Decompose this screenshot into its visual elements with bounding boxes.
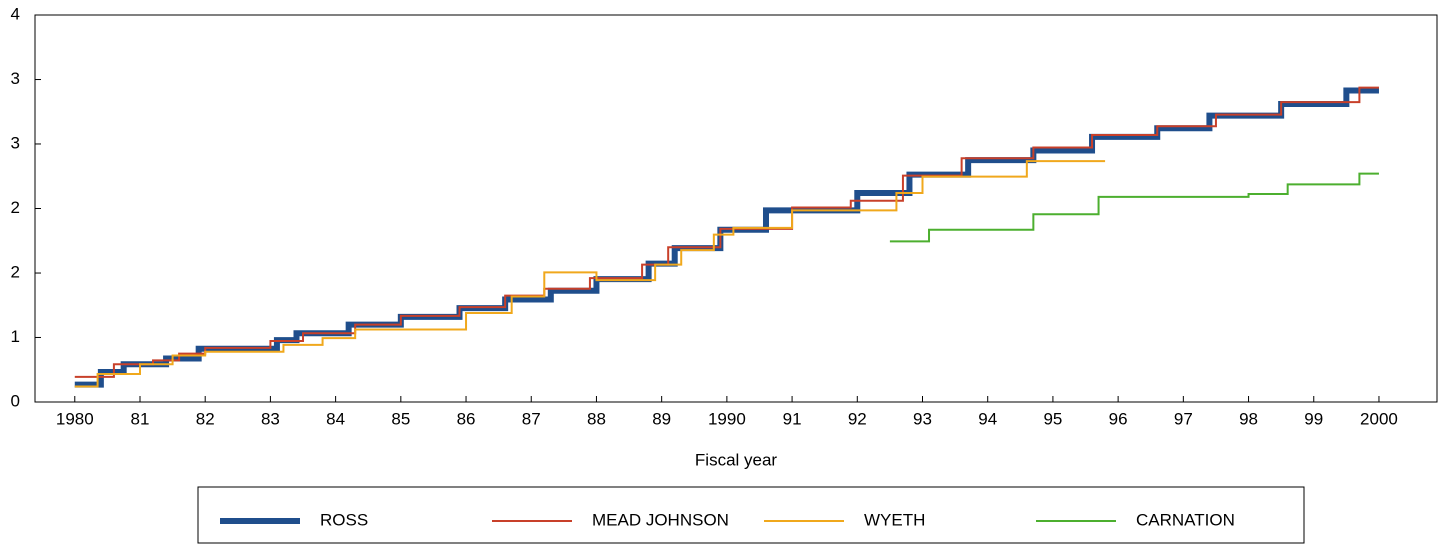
x-tick-label: 1990 <box>708 409 746 428</box>
x-tick-label: 83 <box>261 409 280 428</box>
x-tick-label: 1980 <box>56 409 94 428</box>
y-tick-label: 4 <box>11 4 20 23</box>
x-tick-label: 85 <box>391 409 410 428</box>
x-tick-label: 88 <box>587 409 606 428</box>
legend-label: WYETH <box>864 510 925 529</box>
y-tick-label: 3 <box>11 69 20 88</box>
legend-label: CARNATION <box>1136 510 1235 529</box>
x-tick-label: 2000 <box>1360 409 1398 428</box>
x-tick-label: 89 <box>652 409 671 428</box>
series-line <box>74 160 1106 388</box>
plot-frame <box>34 14 1438 403</box>
y-tick-label: 3 <box>11 133 20 152</box>
x-tick-label: 95 <box>1043 409 1062 428</box>
x-tick-label: 81 <box>131 409 150 428</box>
legend-label: MEAD JOHNSON <box>592 510 729 529</box>
x-axis-label: Fiscal year <box>695 450 778 469</box>
x-tick-label: 97 <box>1174 409 1193 428</box>
x-tick-label: 96 <box>1109 409 1128 428</box>
y-tick-label: 2 <box>11 198 20 217</box>
y-tick-label: 0 <box>11 391 20 410</box>
x-tick-label: 91 <box>783 409 802 428</box>
x-tick-label: 93 <box>913 409 932 428</box>
x-tick-label: 87 <box>522 409 541 428</box>
x-tick-label: 84 <box>326 409 345 428</box>
series-line <box>889 172 1379 243</box>
x-tick-label: 92 <box>848 409 867 428</box>
legend-label: ROSS <box>320 510 368 529</box>
x-tick-label: 98 <box>1239 409 1258 428</box>
x-tick-label: 94 <box>978 409 997 428</box>
series-line <box>74 86 1379 378</box>
x-tick-label: 86 <box>457 409 476 428</box>
x-tick-label: 82 <box>196 409 215 428</box>
x-tick-label: 99 <box>1304 409 1323 428</box>
legend <box>197 486 1305 544</box>
y-tick-label: 2 <box>11 263 20 282</box>
y-tick-label: 1 <box>11 327 20 346</box>
